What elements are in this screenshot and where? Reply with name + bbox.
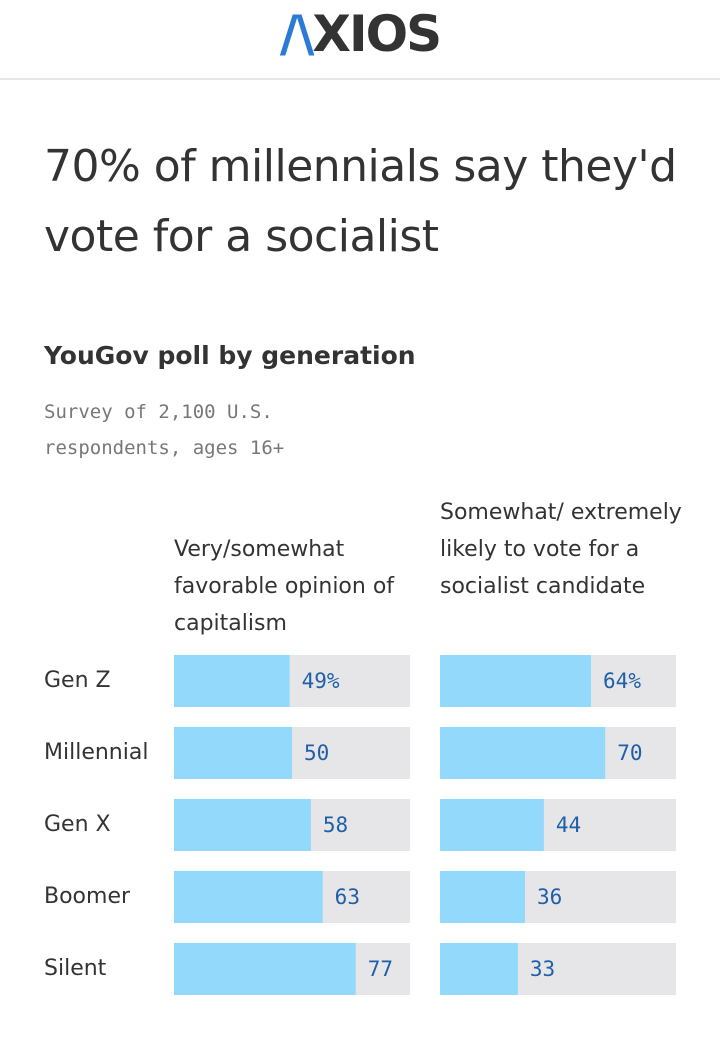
- bar: [440, 655, 592, 707]
- data-label: 33: [530, 957, 555, 981]
- bar: [174, 871, 323, 923]
- bar: [174, 655, 290, 707]
- bar: [440, 727, 606, 779]
- data-label: 50: [304, 741, 329, 765]
- data-label: 63: [335, 885, 360, 909]
- row-label-boomer: Boomer: [44, 884, 131, 909]
- bar: [174, 727, 292, 779]
- row-label-silent: Silent: [44, 956, 107, 981]
- data-label: 49%: [302, 669, 340, 693]
- data-label: 58: [323, 813, 348, 837]
- survey-note: Survey of 2,100 U.S. respondents, ages 1…: [44, 401, 285, 459]
- column-header-socialist: Somewhat/ extremely likely to vote for a…: [440, 500, 682, 599]
- bar: [440, 799, 544, 851]
- bar: [174, 943, 356, 995]
- axios-logo[interactable]: /\XIOS: [279, 5, 442, 63]
- data-label: 64%: [603, 669, 641, 693]
- chart-subtitle: YouGov poll by generation: [44, 341, 416, 370]
- page-title: 70% of millennials say they'd vote for a…: [44, 141, 677, 262]
- data-label: 36: [537, 885, 562, 909]
- bar: [440, 871, 525, 923]
- bar: [440, 943, 518, 995]
- site-header: /\XIOS: [0, 0, 720, 80]
- data-label: 70: [617, 741, 642, 765]
- data-label: 44: [556, 813, 581, 837]
- bar: [174, 799, 311, 851]
- row-label-gen-x: Gen X: [44, 812, 111, 837]
- row-label-gen-z: Gen Z: [44, 668, 111, 693]
- data-label: 77: [368, 957, 393, 981]
- column-header-capitalism: Very/somewhat favorable opinion of capit…: [174, 537, 395, 636]
- row-label-millennial: Millennial: [44, 740, 149, 765]
